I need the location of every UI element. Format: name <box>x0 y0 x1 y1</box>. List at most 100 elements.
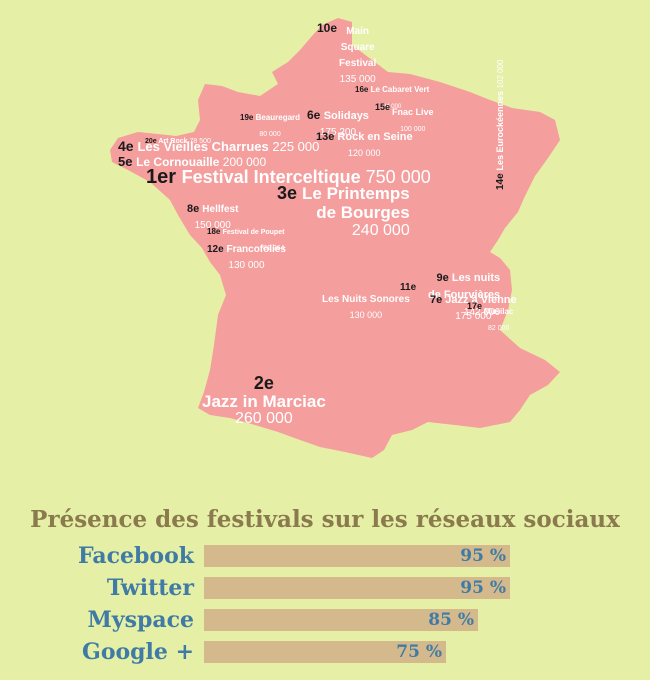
festival-label-cornouaille: 5e Le Cornouaille 200 000 <box>118 154 266 170</box>
social-row: Facebook 95 % <box>0 543 650 569</box>
festival-attendance: 750 000 <box>365 167 431 187</box>
festival-rank: 14e <box>495 170 506 190</box>
festival-label-cabaret-vert: 16e Le Cabaret Vert 94 000 <box>355 80 429 112</box>
festival-label-jazz-vienne: 7e Jazz à Vienne 175 000 <box>430 291 517 323</box>
festival-label-solidays: 6e Solidays 175 200 <box>307 107 369 139</box>
festival-name: Solidays <box>323 110 369 122</box>
festival-name: Les Vieilles Charrues <box>137 139 273 154</box>
festival-name: Festival Interceltique <box>181 167 366 187</box>
festival-attendance: 94 000 <box>382 104 402 110</box>
festival-label-francofolies: 12e Francofolies 130 000 <box>207 240 286 272</box>
social-bar: 85 % <box>204 609 478 631</box>
social-bar: 75 % <box>204 641 446 663</box>
festival-rank: 16e <box>355 85 371 94</box>
festival-rank: 11e <box>400 282 417 293</box>
festival-label-hellfest: 8e Hellfest 150 000 <box>187 200 238 232</box>
social-network-name: Facebook <box>77 543 194 569</box>
festival-label-fnac-live: 15e Fnac Live 100 000 <box>375 103 434 135</box>
festival-attendance: 225 000 <box>272 139 320 154</box>
festival-name: de Bourges <box>316 203 410 222</box>
festival-name: de Fourvières <box>428 289 501 301</box>
festival-name: Beauregard <box>255 113 301 122</box>
festival-rank: 8e <box>187 203 203 215</box>
festival-rank: 19e <box>240 113 256 122</box>
france-land <box>110 18 560 458</box>
festival-rank: 20e <box>145 138 159 145</box>
festival-name: Francofolies <box>226 244 286 255</box>
festival-attendance: 78 500 <box>189 138 211 145</box>
festival-label-vieilles-charrues: 4e Les Vieilles Charrues 225 000 <box>118 139 319 155</box>
festival-attendance: 135 000 <box>339 74 376 85</box>
france-map: 10e Main Square Festival 135 000 16e Le Caba… <box>110 18 560 458</box>
festival-rank: 2e <box>253 373 274 393</box>
festival-rank: 4e <box>118 138 138 154</box>
festival-name: Main <box>346 26 370 37</box>
festival-attendance: 102 000 <box>496 59 505 89</box>
festival-label-nuits-fourvieres: 9e Les nuits de Fourvières 142 000 <box>428 269 500 319</box>
festival-name: Musilac <box>484 307 514 316</box>
festival-label-eurockeennes: 14e Les Eurockéennes 102 000 <box>491 60 507 190</box>
festival-name: Le Printemps <box>302 184 410 203</box>
festival-name: Jazz à Vienne <box>445 294 517 306</box>
festival-rank: 6e <box>307 108 324 122</box>
social-bar-value: 85 % <box>428 610 474 630</box>
festival-label-beauregard: 19e Beauregard 80 000 <box>240 108 300 140</box>
festival-rank: 5e <box>118 154 137 169</box>
festival-attendance: 175 200 <box>319 127 357 138</box>
festival-attendance: 81 264 <box>263 245 285 252</box>
festival-attendance: 150 000 <box>194 220 231 231</box>
festival-rank: 3e <box>277 183 303 203</box>
social-bar-value: 95 % <box>460 578 506 598</box>
festival-rank: 17e <box>467 301 483 311</box>
festival-rank: 13e <box>316 131 338 143</box>
social-row: Twitter 95 % <box>0 575 650 601</box>
festival-name: Square <box>340 42 375 53</box>
festival-label-jazz-marciac: 2e Jazz in Marciac 260 000 <box>202 374 326 427</box>
festival-label-interceltique: 1er Festival Interceltique 750 000 <box>146 167 431 187</box>
festival-name: Les nuits <box>451 272 501 284</box>
social-bar: 95 % <box>204 577 510 599</box>
festival-label-rock-en-seine: 13e Rock en Seine 120 000 <box>316 128 413 160</box>
festival-label-nuits-sonores: Les Nuits Sonores 130 000 11e <box>322 283 416 322</box>
festival-rank: 1er <box>146 166 182 188</box>
social-network-name: Google + <box>82 639 194 665</box>
festival-rank: 10e <box>317 21 338 35</box>
festival-name: Festival de Poupet <box>222 229 285 236</box>
festival-attendance: 80 000 <box>259 131 281 138</box>
festival-attendance: 260 000 <box>234 410 293 427</box>
festival-rank: 9e <box>436 272 452 284</box>
festival-rank: 15e <box>375 102 391 112</box>
festival-name: Le Cornouaille <box>136 155 223 169</box>
social-title: Présence des festivals sur les réseaux s… <box>30 506 620 533</box>
festival-name: Jazz in Marciac <box>202 392 326 411</box>
festival-attendance: 175 000 <box>455 311 492 322</box>
festival-attendance: 100 000 <box>400 126 426 133</box>
social-network-name: Twitter <box>106 575 194 601</box>
festival-name: Festival <box>339 58 377 69</box>
festival-rank: 18e <box>207 227 223 236</box>
france-outline <box>110 18 560 458</box>
festival-attendance: 120 000 <box>348 148 381 158</box>
social-row: Myspace 85 % <box>0 607 650 633</box>
festival-name: Rock en Seine <box>337 131 413 143</box>
social-network-name: Myspace <box>87 607 194 633</box>
festival-name: Les <box>495 152 505 171</box>
social-bar-value: 75 % <box>396 642 442 662</box>
festival-attendance: 240 000 <box>351 222 410 239</box>
festival-label-art-rock: 20e Art Rock 78 500 <box>145 131 211 147</box>
festival-name: Les Nuits Sonores <box>322 294 410 305</box>
social-row: Google + 75 % <box>0 639 650 665</box>
festival-name: Fnac Live <box>392 107 434 117</box>
festival-rank: 7e <box>430 294 446 306</box>
festival-name: Art Rock <box>158 138 190 145</box>
festival-rank: 12e <box>207 244 227 255</box>
festival-label-musilac: 17e Musilac 82 000 <box>467 302 513 334</box>
festival-attendance: 200 000 <box>222 155 267 169</box>
festival-label-poupet: 18e Festival de Poupet 81 264 <box>207 222 284 254</box>
festival-label-printemps-bourges: 3e Le Printemps de Bourges 240 000 <box>277 184 410 239</box>
social-bar-value: 95 % <box>460 546 506 566</box>
festival-attendance: 130 000 <box>228 260 265 271</box>
festival-name: Le Cabaret Vert <box>370 85 430 94</box>
festival-name: Hellfest <box>202 204 239 215</box>
festival-name: Eurockéennes <box>495 88 505 153</box>
